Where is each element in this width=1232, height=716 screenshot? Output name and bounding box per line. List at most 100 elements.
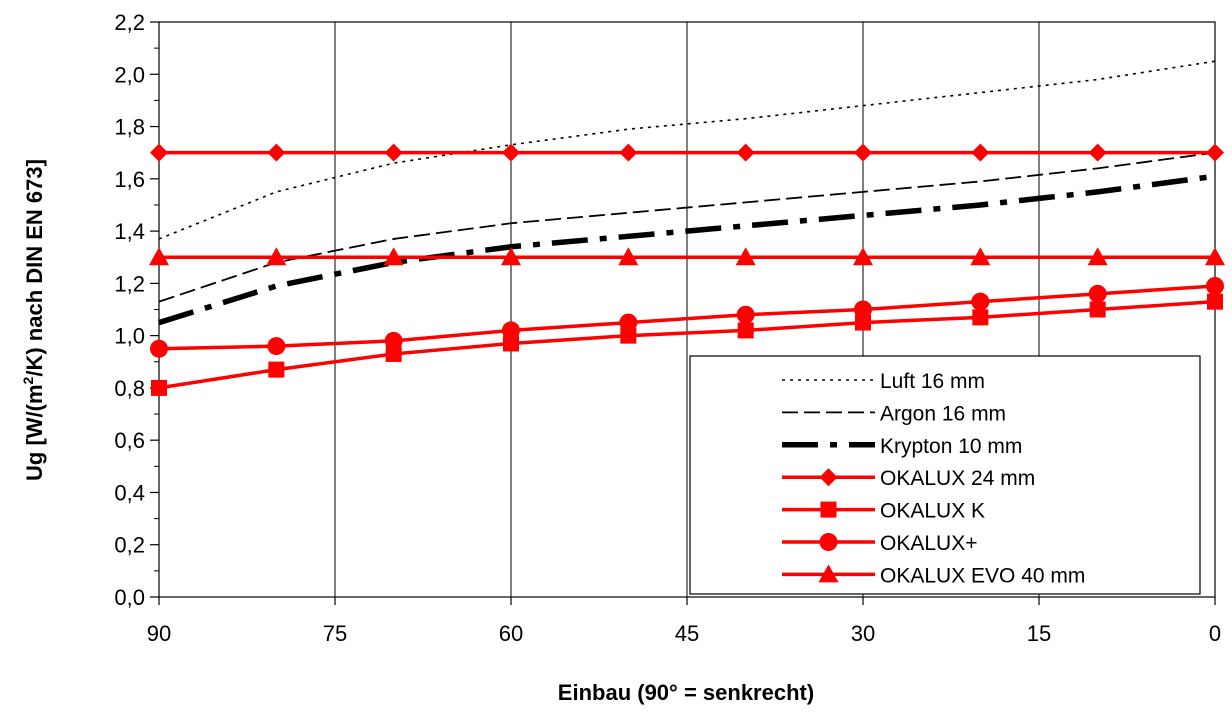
y-axis-title: Ug [W/(m2/K) nach DIN EN 673] — [20, 159, 47, 481]
data-point — [267, 143, 286, 162]
legend-box — [689, 355, 1201, 595]
data-point — [502, 143, 520, 162]
data-point — [853, 247, 873, 266]
data-point — [267, 337, 286, 356]
data-point — [619, 313, 638, 332]
series-line — [158, 60, 1216, 240]
series-line — [158, 173, 1216, 326]
data-point — [854, 143, 872, 162]
data-point — [149, 247, 169, 266]
data-point — [620, 327, 637, 344]
legend-item: OKALUX EVO 40 mm — [782, 564, 1085, 587]
x-tick-label: 90 — [147, 621, 171, 646]
data-point — [736, 143, 755, 162]
series-okalux — [150, 276, 1224, 358]
legend-item: OKALUX+ — [782, 532, 977, 555]
axes: 0,0 0,2 0,4 0,6 0,8 1,0 1,2 1,4 1,6 1,8 2,0 2,2 90 75… — [114, 10, 1221, 646]
x-tick-label: 45 — [675, 621, 699, 646]
data-point — [1206, 143, 1224, 162]
data-point — [1205, 247, 1225, 266]
data-point — [1206, 276, 1224, 295]
y-tick-label: 0,0 — [114, 585, 145, 610]
data-point — [971, 292, 990, 311]
y-tick-label: 1,8 — [114, 115, 145, 140]
data-point — [150, 339, 168, 358]
series-luft-16-mm — [158, 60, 1216, 240]
legend-label: Krypton 10 mm — [880, 435, 1022, 458]
data-point — [266, 247, 287, 266]
legend-item: Argon 16 mm — [782, 402, 1006, 425]
series-group — [149, 60, 1225, 396]
legend-label: OKALUX 24 mm — [880, 467, 1035, 490]
y-tick-label: 2,2 — [114, 10, 145, 35]
legend-marker — [819, 533, 838, 551]
legend-item: OKALUX K — [782, 500, 985, 523]
legend-item: Krypton 10 mm — [782, 435, 1022, 458]
data-point — [1088, 284, 1107, 303]
legend-label: OKALUX EVO 40 mm — [880, 564, 1085, 587]
x-tick-label: 30 — [851, 621, 875, 646]
series-line — [158, 284, 1216, 351]
data-point — [736, 305, 755, 324]
legend-marker — [818, 564, 839, 583]
data-point — [150, 143, 168, 162]
y-tick-label: 0,6 — [114, 428, 145, 453]
y-tick-label: 2,0 — [114, 62, 145, 87]
data-point — [502, 321, 520, 340]
x-axis-title: Einbau (90° = senkrecht) — [558, 680, 814, 705]
y-tick-label: 1,0 — [114, 324, 145, 349]
data-point — [855, 314, 871, 331]
legend-label: OKALUX+ — [880, 532, 977, 555]
data-point — [1089, 301, 1106, 318]
data-point — [268, 361, 285, 378]
series-okalux-evo-40-mm — [149, 247, 1225, 266]
x-tick-label: 75 — [323, 621, 347, 646]
data-point — [1207, 293, 1223, 310]
series-argon-16-mm — [158, 151, 1216, 303]
data-point — [503, 335, 519, 352]
y-axis-title-superscript: 2 — [20, 376, 36, 384]
y-tick-label: 0,2 — [114, 533, 145, 558]
data-point — [1087, 247, 1108, 266]
legend-item: Luft 16 mm — [782, 370, 985, 393]
data-point — [737, 322, 754, 339]
legend-label: OKALUX K — [880, 500, 985, 523]
legend-marker — [819, 468, 838, 487]
data-point — [383, 247, 404, 266]
data-point — [501, 247, 521, 266]
series-okalux-24-mm — [150, 143, 1224, 162]
data-point — [619, 143, 638, 162]
data-point — [735, 247, 756, 266]
series-krypton-10-mm — [158, 173, 1216, 326]
data-point — [151, 379, 167, 396]
series-line — [158, 151, 1216, 303]
y-tick-label: 0,4 — [114, 480, 145, 505]
legend-label: Luft 16 mm — [880, 370, 985, 393]
y-axis-title-suffix: /K) nach DIN EN 673] — [22, 159, 47, 377]
y-tick-label: 1,2 — [114, 271, 145, 296]
data-point — [970, 247, 991, 266]
legend-marker — [820, 501, 837, 518]
data-point — [1088, 143, 1107, 162]
data-point — [384, 331, 403, 350]
y-tick-label: 1,4 — [114, 219, 145, 244]
data-point — [384, 143, 403, 162]
legend: Luft 16 mm Argon 16 mm Krypton 10 mm OKALUX… — [689, 355, 1201, 595]
data-point — [971, 143, 990, 162]
legend-item: OKALUX 24 mm — [782, 467, 1035, 490]
data-point — [972, 309, 989, 326]
y-tick-label: 1,6 — [114, 167, 145, 192]
series-line — [158, 299, 1216, 390]
data-point — [618, 247, 639, 266]
x-tick-label: 60 — [499, 621, 523, 646]
y-tick-label: 0,8 — [114, 376, 145, 401]
series-okalux-k — [151, 293, 1223, 396]
y-axis-title-prefix: Ug [W/(m — [22, 384, 47, 481]
x-tick-label: 0 — [1209, 621, 1221, 646]
legend-label: Argon 16 mm — [880, 402, 1006, 425]
x-tick-label: 15 — [1027, 621, 1051, 646]
data-point — [385, 345, 402, 362]
data-point — [854, 300, 872, 319]
